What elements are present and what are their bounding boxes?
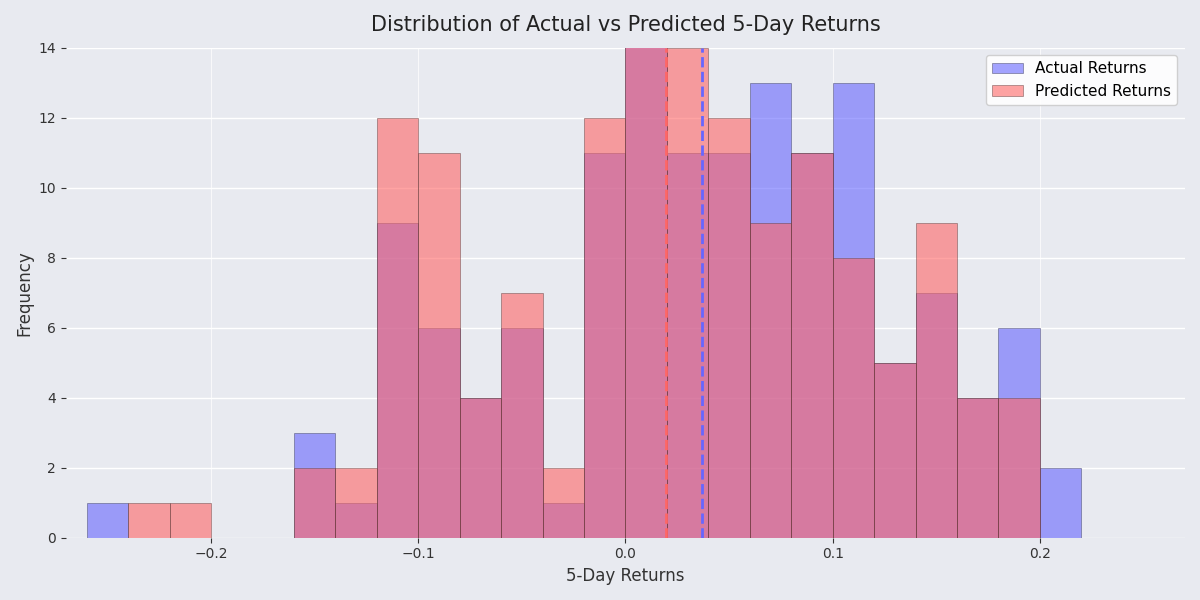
Bar [377,118,419,538]
Bar [377,223,419,538]
Bar [874,363,916,538]
X-axis label: 5-Day Returns: 5-Day Returns [566,567,685,585]
Bar [294,468,335,538]
Bar [916,223,958,538]
Bar [916,293,958,538]
Bar [625,0,667,538]
Bar [791,152,833,538]
Bar [128,503,169,538]
Bar [584,152,625,538]
Bar [294,433,335,538]
Bar [833,257,874,538]
Bar [958,398,998,538]
Y-axis label: Frequency: Frequency [16,250,34,335]
Bar [419,152,460,538]
Bar [584,118,625,538]
Bar [667,152,708,538]
Bar [874,363,916,538]
Bar [833,83,874,538]
Bar [542,503,584,538]
Bar [791,152,833,538]
Bar [335,468,377,538]
Bar [998,328,1040,538]
Bar [667,47,708,538]
Bar [502,328,542,538]
Bar [998,398,1040,538]
Bar [958,398,998,538]
Bar [419,328,460,538]
Legend: Actual Returns, Predicted Returns: Actual Returns, Predicted Returns [986,55,1177,105]
Bar [625,0,667,538]
Bar [750,83,791,538]
Bar [169,503,211,538]
Bar [502,293,542,538]
Bar [708,152,750,538]
Bar [750,223,791,538]
Bar [460,398,502,538]
Bar [335,503,377,538]
Bar [86,503,128,538]
Title: Distribution of Actual vs Predicted 5-Day Returns: Distribution of Actual vs Predicted 5-Da… [371,15,881,35]
Bar [708,118,750,538]
Bar [1040,468,1081,538]
Bar [460,398,502,538]
Bar [542,468,584,538]
